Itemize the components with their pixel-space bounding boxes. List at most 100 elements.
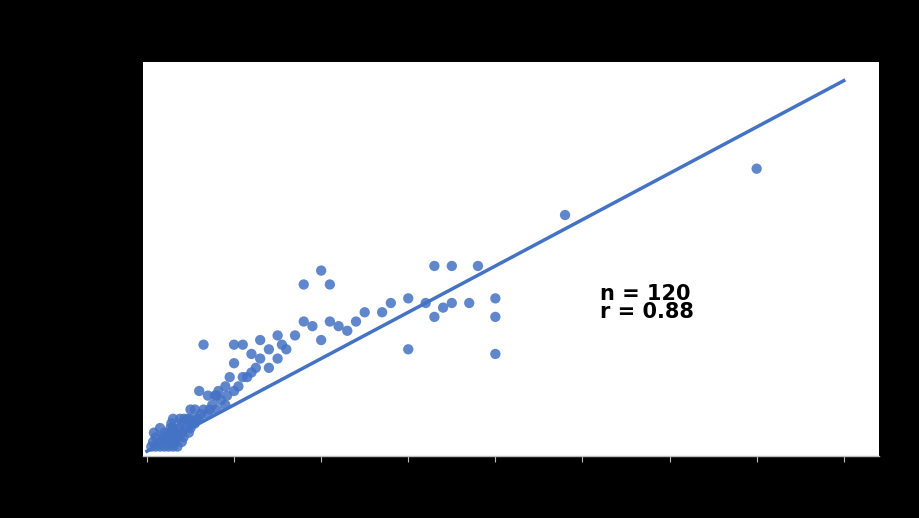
Point: [339, 327, 354, 335]
Point: [180, 414, 195, 423]
Point: [487, 294, 502, 303]
Point: [193, 410, 208, 419]
Point: [146, 428, 161, 437]
Point: [143, 442, 158, 451]
Point: [153, 424, 167, 432]
Point: [183, 414, 198, 423]
Point: [209, 392, 223, 400]
Point: [148, 442, 163, 451]
Point: [153, 442, 167, 451]
Point: [175, 428, 189, 437]
Point: [163, 424, 177, 432]
Point: [218, 401, 233, 409]
Point: [181, 428, 196, 437]
Point: [461, 299, 476, 307]
Point: [175, 438, 189, 446]
Point: [278, 345, 293, 353]
Point: [270, 354, 285, 363]
Point: [173, 414, 187, 423]
Point: [157, 428, 172, 437]
Point: [183, 406, 198, 414]
Y-axis label: Unit Share: Unit Share: [77, 212, 96, 306]
Point: [296, 280, 311, 289]
Point: [296, 318, 311, 326]
Point: [175, 419, 189, 427]
Point: [165, 424, 180, 432]
Point: [208, 392, 222, 400]
Point: [220, 392, 234, 400]
Point: [470, 262, 484, 270]
Point: [305, 322, 320, 330]
Point: [436, 304, 450, 312]
Point: [323, 280, 337, 289]
Point: [161, 442, 176, 451]
Point: [487, 350, 502, 358]
Point: [253, 336, 267, 344]
Point: [200, 392, 215, 400]
Point: [192, 387, 207, 395]
Point: [248, 364, 263, 372]
Point: [226, 387, 241, 395]
Point: [165, 433, 180, 441]
Point: [157, 438, 172, 446]
Point: [270, 332, 285, 340]
Point: [218, 382, 233, 391]
Point: [288, 332, 302, 340]
Title: Category Share Across Twelve Categories: Category Share Across Twelve Categories: [153, 20, 867, 49]
Point: [187, 406, 202, 414]
Point: [357, 308, 371, 316]
Point: [235, 373, 250, 381]
Point: [170, 442, 185, 451]
Point: [274, 340, 289, 349]
Point: [202, 406, 217, 414]
Text: r = 0.88: r = 0.88: [599, 303, 693, 322]
Point: [165, 414, 180, 423]
Point: [323, 318, 337, 326]
Point: [172, 424, 187, 432]
Point: [244, 368, 258, 377]
Point: [401, 294, 415, 303]
Point: [205, 401, 220, 409]
Point: [426, 262, 441, 270]
Point: [313, 336, 328, 344]
Point: [210, 387, 225, 395]
Point: [213, 396, 228, 405]
Text: n = 120: n = 120: [599, 284, 689, 304]
Point: [444, 262, 459, 270]
Point: [153, 438, 167, 446]
Point: [418, 299, 433, 307]
Point: [748, 165, 763, 173]
Point: [145, 438, 160, 446]
Point: [183, 424, 198, 432]
Point: [176, 433, 190, 441]
Point: [170, 433, 185, 441]
Point: [164, 419, 178, 427]
Point: [161, 438, 176, 446]
Point: [200, 410, 215, 419]
Point: [240, 373, 255, 381]
Point: [159, 433, 174, 441]
Point: [148, 433, 163, 441]
Point: [189, 414, 204, 423]
Point: [161, 428, 176, 437]
Point: [374, 308, 389, 316]
Point: [185, 419, 199, 427]
Point: [401, 345, 415, 353]
Point: [176, 414, 191, 423]
Point: [383, 299, 398, 307]
Point: [331, 322, 346, 330]
Point: [192, 414, 207, 423]
Point: [167, 438, 182, 446]
Point: [196, 406, 210, 414]
Point: [168, 428, 183, 437]
X-axis label: Brand Preference: Brand Preference: [432, 490, 588, 508]
Point: [209, 406, 223, 414]
Point: [231, 382, 245, 391]
Point: [187, 419, 202, 427]
Point: [196, 340, 210, 349]
Point: [226, 340, 241, 349]
Point: [164, 438, 178, 446]
Point: [261, 345, 276, 353]
Point: [165, 442, 180, 451]
Point: [261, 364, 276, 372]
